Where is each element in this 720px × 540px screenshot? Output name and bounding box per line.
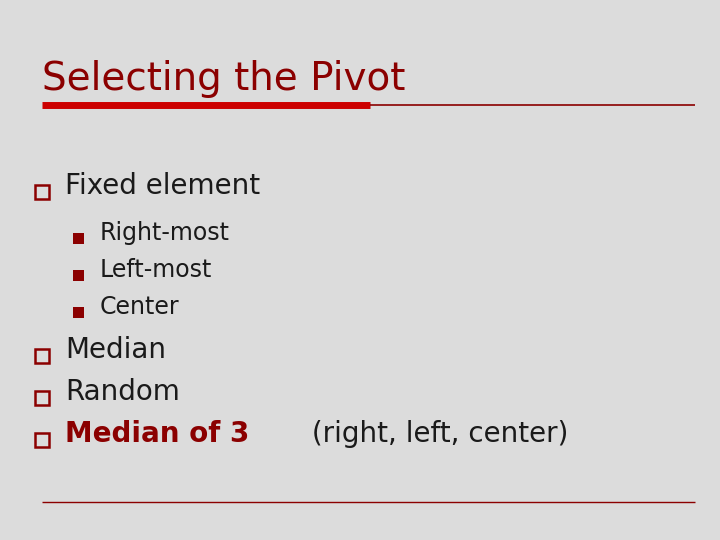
Bar <box>35 391 49 405</box>
Text: Left-most: Left-most <box>100 258 212 282</box>
Text: Median: Median <box>65 336 166 364</box>
Text: (right, left, center): (right, left, center) <box>303 420 568 448</box>
Bar <box>35 185 49 199</box>
Bar <box>73 269 84 280</box>
Bar <box>73 233 84 244</box>
Text: Selecting the Pivot: Selecting the Pivot <box>42 60 405 98</box>
Text: Center: Center <box>100 295 179 319</box>
Bar <box>35 349 49 363</box>
Bar <box>73 307 84 318</box>
Text: Right-most: Right-most <box>100 221 230 245</box>
Text: Fixed element: Fixed element <box>65 172 260 200</box>
Bar <box>35 433 49 447</box>
Text: Random: Random <box>65 378 180 406</box>
Text: Median of 3: Median of 3 <box>65 420 249 448</box>
